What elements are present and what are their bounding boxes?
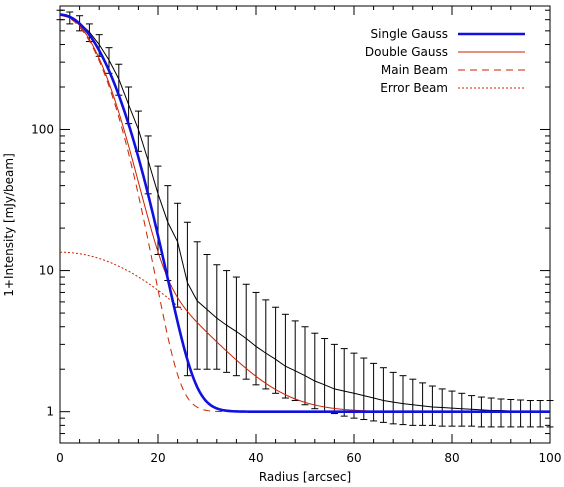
y-tick-label: 10: [39, 264, 54, 278]
x-tick-label: 0: [56, 451, 64, 465]
model-curves: [59, 13, 550, 413]
series-error-beam-line: [60, 251, 183, 311]
error-bars: [56, 9, 554, 428]
axis-ticks: 0 20 40 60 80 100 1 10 100: [31, 6, 561, 465]
legend: Single Gauss Double Gauss Main Beam Error B…: [365, 27, 525, 95]
legend-label: Error Beam: [380, 81, 448, 95]
legend-label: Double Gauss: [365, 45, 448, 59]
x-tick-label: 100: [539, 451, 562, 465]
x-tick-label: 80: [444, 451, 459, 465]
legend-label: Single Gauss: [371, 27, 448, 41]
x-tick-label: 40: [248, 451, 263, 465]
x-axis-label: Radius [arcsec]: [259, 470, 351, 484]
x-tick-label: 20: [150, 451, 165, 465]
legend-label: Main Beam: [381, 63, 448, 77]
data-profile-line: [59, 14, 550, 413]
y-tick-label: 100: [31, 122, 54, 136]
y-tick-label: 1: [46, 405, 54, 419]
plot-frame: [59, 5, 551, 444]
x-tick-label: 60: [346, 451, 361, 465]
series-single-gauss-line: [59, 13, 550, 413]
y-axis-label: 1+Intensity [mJy/beam]: [2, 153, 16, 297]
